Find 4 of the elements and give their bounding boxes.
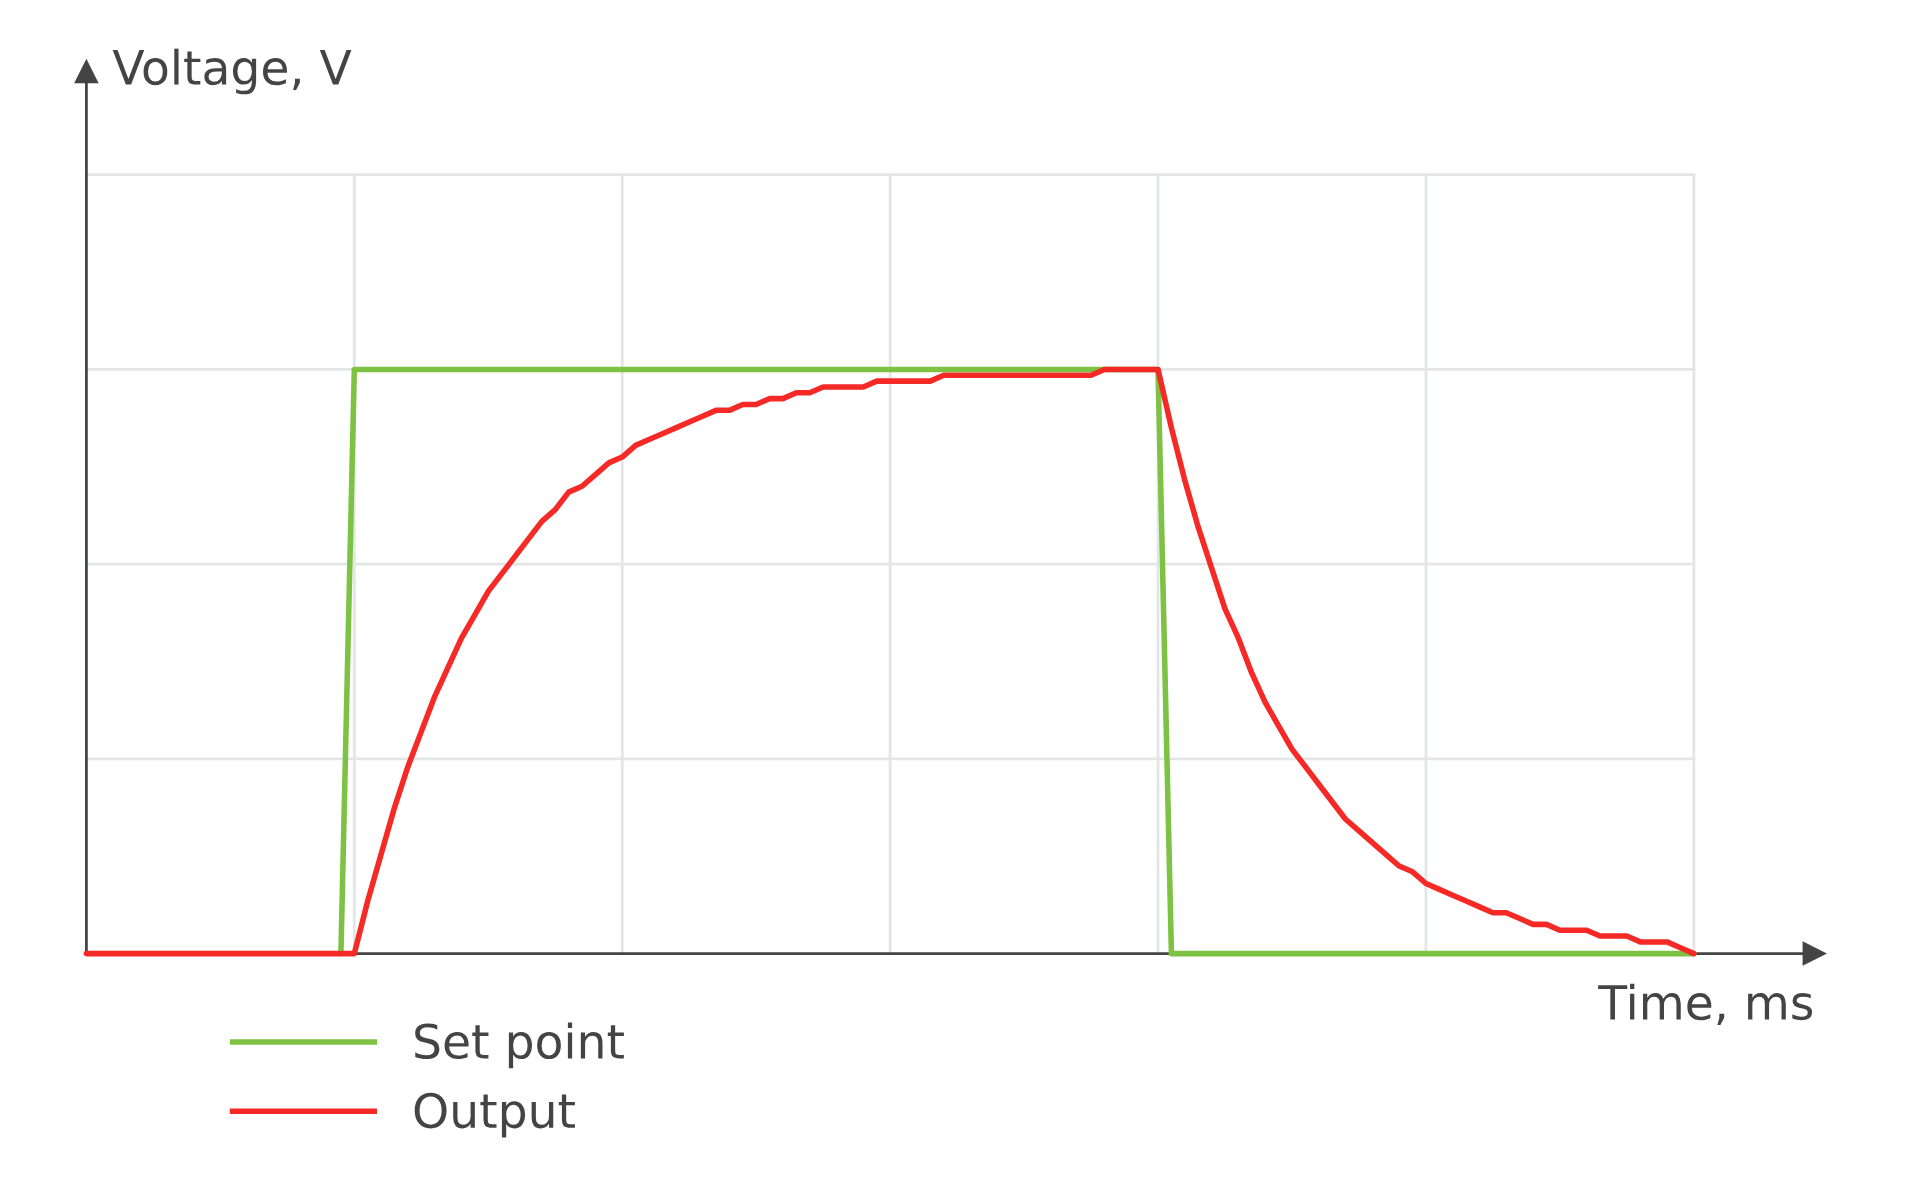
text: Voltage, V xyxy=(112,48,352,95)
legend-label: Set point xyxy=(415,1022,624,1069)
x-axis-title: Time, ms xyxy=(1598,983,1813,1026)
legend-label: Output xyxy=(414,1092,575,1138)
